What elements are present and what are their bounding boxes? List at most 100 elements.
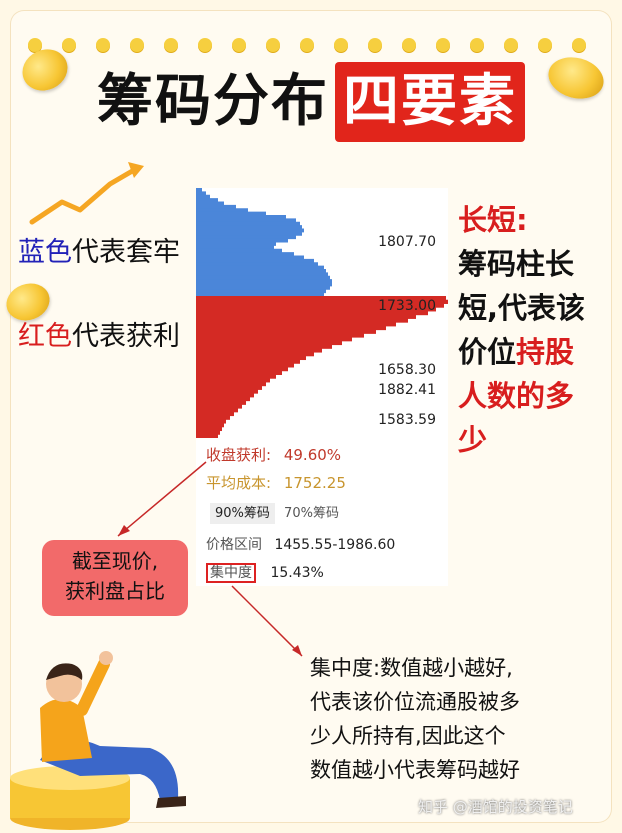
dot — [266, 38, 280, 52]
chip-bar-trapped — [196, 204, 236, 209]
dot — [402, 38, 416, 52]
title-highlight: 四要素 — [335, 62, 525, 142]
chip-bar-trapped — [196, 285, 330, 290]
chip-bar-profit — [196, 355, 306, 361]
chip-bar-profit — [196, 434, 218, 438]
chip-bar-trapped — [196, 245, 274, 250]
chip-bar-profit — [196, 367, 288, 372]
chip-bar-profit — [196, 352, 314, 357]
person-hair — [46, 663, 83, 680]
watermark: 知乎 @酒馆的投资笔记 — [418, 798, 573, 816]
stat-avg-cost-label: 平均成本: — [206, 474, 272, 492]
chip-bar-profit — [196, 411, 234, 417]
chip-bar-trapped — [196, 258, 314, 263]
chip-bar-trapped — [196, 272, 328, 277]
tab-70-chips[interactable]: 70%筹码 — [284, 506, 339, 521]
chip-histogram: 1882.41 1807.70 1733.00 1658.30 1583.59 — [196, 188, 448, 438]
dot-row — [28, 38, 598, 52]
stat-avg-cost: 平均成本: 1752.25 — [206, 472, 346, 493]
chip-bar-profit — [196, 419, 226, 424]
chip-bar-profit — [196, 393, 254, 398]
dot — [198, 38, 212, 52]
chip-bar-trapped — [196, 221, 300, 226]
stat-concentration-label: 集中度 — [206, 563, 256, 583]
dot — [300, 38, 314, 52]
dot — [130, 38, 144, 52]
right-text-line: 短,代表该 — [458, 291, 586, 325]
right-text-line: 人数的多 — [458, 379, 575, 413]
chip-tabs: 90%筹码 70%筹码 — [210, 502, 344, 524]
dot — [232, 38, 246, 52]
chip-bar-profit — [196, 359, 300, 364]
bottom-text-line: 代表该价位流通股被多 — [310, 690, 520, 714]
chip-bar-trapped — [196, 218, 296, 223]
chip-bar-profit — [196, 307, 436, 312]
label-blue-meaning: 蓝色代表套牢 — [18, 236, 180, 270]
chip-bar-profit — [196, 310, 428, 316]
chip-bar-profit — [196, 400, 246, 405]
chip-bar-profit — [196, 404, 242, 409]
chip-bar-profit — [196, 318, 408, 323]
chip-bar-profit — [196, 329, 376, 334]
chip-bar-profit — [196, 337, 352, 342]
chip-bar-profit — [196, 340, 342, 346]
tick-label: 1882.41 — [378, 382, 436, 398]
person-shoe — [156, 796, 186, 808]
tick-label: 1583.59 — [378, 412, 436, 428]
chip-bar-profit — [196, 423, 224, 428]
chip-bar-profit — [196, 430, 220, 435]
right-text-line: 少 — [458, 423, 488, 457]
chip-bar-profit — [196, 322, 396, 327]
chip-bar-profit — [196, 415, 230, 420]
chip-bar-profit — [196, 396, 250, 402]
rising-arrow-icon — [29, 162, 144, 225]
callout-line: 获利盘占比 — [65, 579, 165, 603]
chip-bar-profit — [196, 325, 386, 331]
stat-profit-label: 收盘获利: — [206, 446, 272, 464]
chip-bar-trapped — [196, 289, 326, 294]
chip-bar-profit — [196, 370, 282, 375]
dot — [96, 38, 110, 52]
dot — [164, 38, 178, 52]
right-text-part: 价位 — [458, 335, 517, 369]
chip-bar-profit — [196, 374, 276, 379]
stats-panel: 收盘获利: 49.60% 平均成本: 1752.25 90%筹码 70%筹码 价… — [196, 440, 448, 586]
chip-bar-trapped — [196, 215, 286, 219]
tick-label: 1807.70 — [378, 234, 436, 250]
bottom-text-line: 少人所持有,因此这个 — [310, 724, 506, 748]
chip-bar-trapped — [196, 191, 206, 196]
chip-bar-trapped — [196, 248, 282, 253]
chip-bar-profit — [196, 385, 262, 390]
chip-bar-trapped — [196, 208, 248, 213]
chip-bar-profit — [196, 378, 270, 383]
bottom-text-line: 集中度:数值越小越好, — [310, 656, 513, 680]
chip-bar-profit — [196, 296, 446, 301]
chip-bar-trapped — [196, 279, 332, 284]
chip-bar-trapped — [196, 231, 302, 236]
stat-concentration: 集中度 15.43% — [206, 562, 324, 583]
label-blue-rest: 代表套牢 — [72, 237, 180, 268]
label-red-meaning: 红色代表获利 — [18, 320, 180, 354]
chip-bar-profit — [196, 314, 416, 319]
tab-90-chips[interactable]: 90%筹码 — [210, 503, 275, 524]
stat-profit-value: 49.60% — [283, 446, 342, 464]
length-explanation: 长短: 筹码柱长 短,代表该 价位持股 人数的多 少 — [458, 198, 608, 462]
chip-bar-trapped — [196, 242, 276, 246]
chip-bar-trapped — [196, 188, 202, 192]
investor-illustration — [10, 651, 186, 830]
tick-label: 1733.00 — [378, 298, 436, 314]
chip-bar-trapped — [196, 211, 266, 216]
dot — [436, 38, 450, 52]
chip-bar-profit — [196, 299, 448, 304]
chip-bar-profit — [196, 348, 322, 353]
right-text-heading: 长短: — [458, 203, 528, 237]
concentration-explanation: 集中度:数值越小越好, 代表该价位流通股被多 少人所持有,因此这个 数值越小代表… — [310, 651, 610, 787]
label-red-rest: 代表获利 — [72, 321, 180, 352]
chip-bar-trapped — [196, 238, 288, 243]
chip-bar-trapped — [196, 262, 318, 267]
chip-bar-trapped — [196, 269, 326, 273]
chip-bar-trapped — [196, 275, 330, 280]
right-text-line: 筹码柱长 — [458, 247, 575, 281]
person-hand — [99, 651, 113, 665]
callout-profit-ratio: 截至现价, 获利盘占比 — [42, 540, 188, 616]
